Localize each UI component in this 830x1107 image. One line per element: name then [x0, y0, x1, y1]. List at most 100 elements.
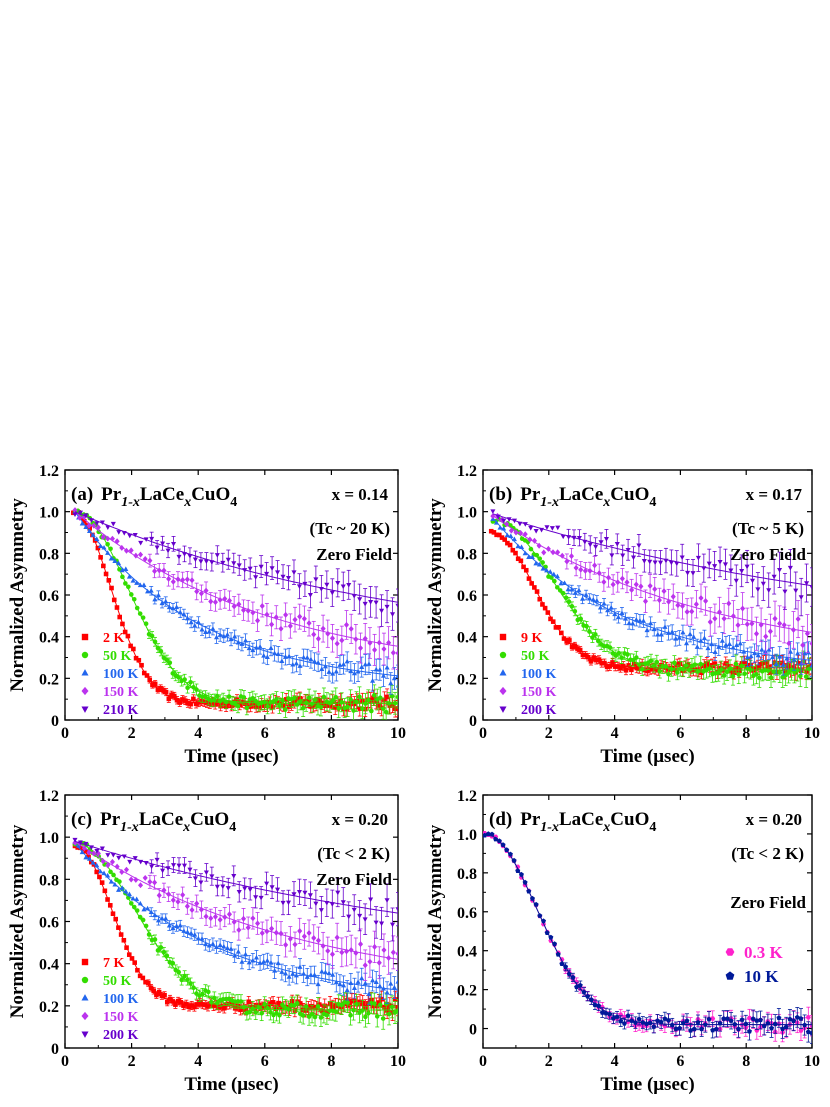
panel-a: 0 2 4 6 8 10 0 0.2 0.4 0.6 0.8 1.0 1.2 Time (μsec) Nor…	[7, 463, 406, 767]
data-point	[371, 692, 377, 698]
data-point	[138, 859, 144, 865]
data-point	[602, 660, 607, 666]
data-point	[221, 943, 227, 949]
data-point	[86, 528, 93, 533]
data-point	[174, 923, 180, 929]
data-point	[138, 540, 144, 546]
data-point	[742, 671, 747, 677]
data-point	[395, 603, 398, 609]
data-point	[651, 626, 657, 632]
legend: 9 K 50 K 100 K 150 K 200 K	[499, 631, 557, 718]
legend-label: 50 K	[103, 649, 132, 664]
data-point	[269, 885, 275, 890]
data-point	[194, 588, 200, 595]
data-point	[357, 597, 363, 602]
data-point	[160, 868, 166, 874]
data-point	[669, 666, 674, 672]
data-point	[748, 667, 753, 673]
data-point	[326, 669, 332, 674]
y-tick-label: 0.4	[457, 630, 477, 647]
data-point	[253, 954, 259, 960]
data-point	[86, 856, 93, 861]
data-point	[257, 644, 263, 649]
data-point	[771, 574, 777, 580]
panel-b: 0 2 4 6 8 10 0 0.2 0.4 0.6 0.8 1.0 1.2 Time (μsec) Nor…	[425, 463, 820, 767]
data-point	[726, 600, 732, 607]
data-point	[272, 968, 278, 973]
data-point	[592, 562, 598, 569]
data-point	[131, 646, 136, 652]
data-point	[127, 859, 133, 865]
data-point	[508, 533, 514, 539]
data-point	[217, 942, 223, 947]
data-point	[223, 699, 229, 705]
legend-marker	[81, 1031, 89, 1038]
y-tick-label: 1.0	[457, 827, 477, 844]
data-point	[615, 614, 621, 620]
data-point	[335, 580, 341, 586]
data-point	[228, 636, 234, 642]
data-point	[673, 636, 679, 641]
data-point	[569, 604, 575, 609]
data-point	[235, 703, 241, 709]
data-point	[758, 621, 764, 628]
data-point	[663, 558, 669, 564]
data-point	[735, 622, 741, 629]
data-point	[192, 876, 198, 881]
x-annotation: x = 0.14	[332, 485, 389, 504]
data-point	[283, 611, 289, 618]
data-point	[241, 1004, 247, 1010]
data-point	[291, 695, 297, 701]
data-point	[308, 972, 314, 977]
data-point	[551, 571, 557, 577]
fit-line	[74, 511, 398, 603]
data-area	[488, 509, 812, 688]
data-point	[490, 513, 496, 520]
data-point	[348, 946, 354, 953]
data-point	[555, 549, 561, 556]
data-point	[253, 575, 259, 580]
data-point	[262, 1001, 267, 1007]
data-point	[161, 567, 167, 574]
data-point	[231, 918, 237, 925]
data-point	[372, 943, 378, 950]
x-tick-label: 0	[479, 725, 487, 742]
data-point	[245, 607, 251, 614]
data-point	[206, 942, 212, 948]
data-point	[348, 625, 354, 632]
data-point	[239, 959, 245, 964]
data-point	[648, 620, 654, 626]
legend-label: 150 K	[103, 685, 139, 700]
data-point	[105, 872, 111, 878]
title-part: LaCe	[139, 809, 183, 830]
data-point	[97, 874, 102, 880]
data-point	[90, 860, 96, 865]
data-point	[554, 585, 560, 590]
legend-marker	[81, 958, 89, 966]
series-200k	[490, 509, 812, 617]
data-point	[679, 602, 686, 609]
data-point	[315, 937, 321, 944]
data-point	[596, 657, 602, 662]
data-point	[102, 888, 108, 894]
data-point	[526, 554, 532, 559]
data-point	[77, 840, 83, 846]
data-point	[368, 897, 374, 903]
data-point	[315, 635, 321, 642]
data-point	[152, 568, 158, 575]
data-point	[86, 522, 92, 529]
data-point	[321, 694, 327, 700]
y-tick-label: 0.8	[457, 866, 477, 883]
data-point	[155, 592, 161, 598]
x-axis-label: Time (μsec)	[600, 746, 694, 767]
data-point	[595, 638, 601, 644]
data-point	[128, 592, 134, 597]
data-point	[687, 631, 693, 637]
data-point	[379, 921, 385, 927]
data-point	[303, 700, 309, 706]
data-point	[258, 895, 264, 901]
data-point	[625, 547, 631, 553]
data-point	[607, 645, 613, 650]
data-point	[240, 915, 247, 922]
data-point	[209, 999, 214, 1005]
